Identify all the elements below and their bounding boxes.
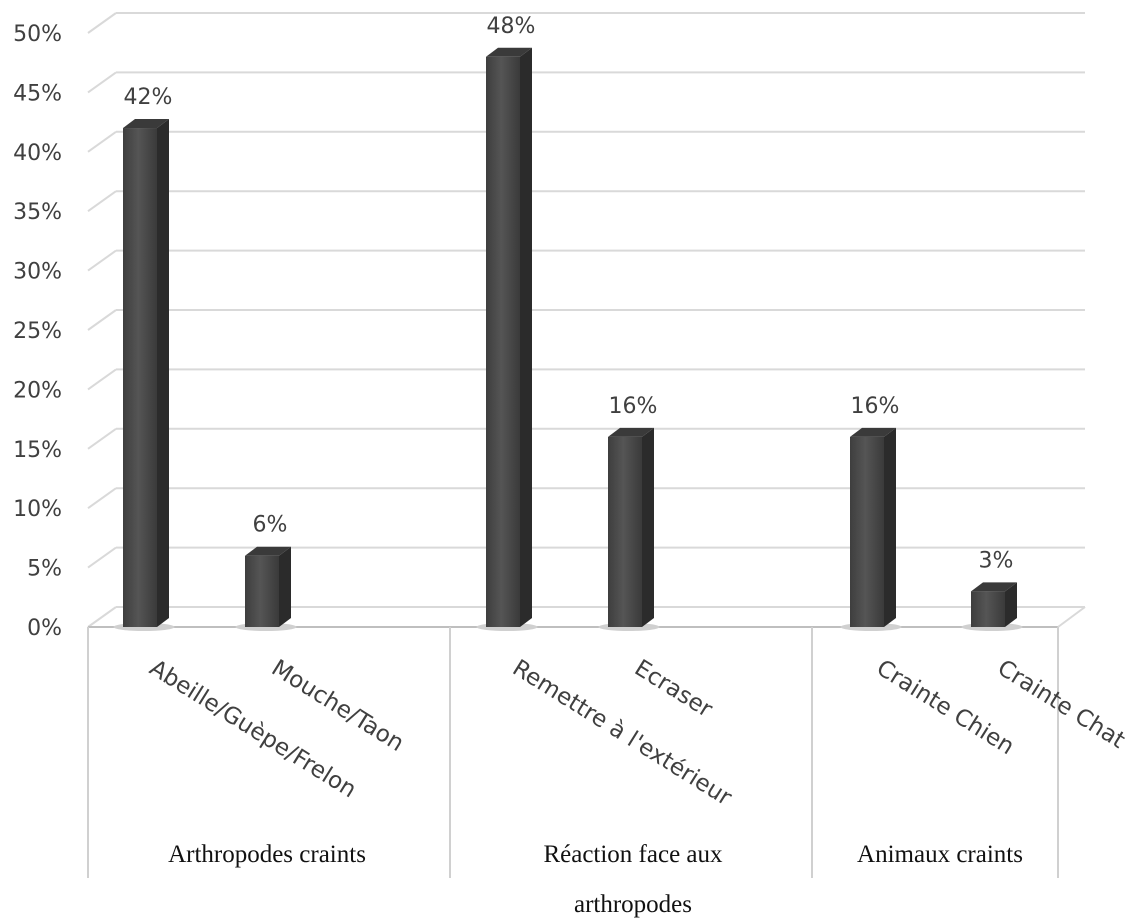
y-tick-label: 0% [27, 616, 62, 641]
gridline-depth [87, 427, 117, 450]
y-tick-label: 45% [13, 81, 62, 106]
gridline-depth [87, 130, 117, 153]
y-tick-label: 5% [27, 557, 62, 582]
bar-front [245, 555, 279, 627]
bar-front [971, 591, 1005, 627]
x-axis-depth [1057, 606, 1086, 628]
y-tick-label: 25% [13, 319, 62, 344]
bar [476, 47, 538, 631]
y-tick-label: 10% [13, 497, 62, 522]
bar-top [971, 582, 1017, 592]
bar-front [608, 436, 642, 627]
y-tick-label: 40% [13, 141, 62, 166]
y-tick-label: 30% [13, 260, 62, 285]
data-label: 3% [979, 548, 1014, 573]
gridlines [87, 12, 1085, 628]
bar [598, 427, 660, 631]
gridline-depth [87, 12, 117, 34]
gridline-depth [87, 309, 117, 331]
group-label: Animaux craints [857, 841, 1023, 868]
gridline-depth [87, 606, 117, 628]
bar-front [486, 56, 520, 627]
x-tick-label: Abeille/Guèpe/Frelon [145, 655, 361, 803]
bar [235, 546, 297, 631]
x-tick-label: Remettre à l'extérieur [508, 655, 737, 811]
y-tick-label: 35% [13, 200, 62, 225]
group-labels: Arthropodes craints Réaction face aux arth… [168, 841, 1023, 918]
y-tick-label: 15% [13, 438, 62, 463]
bar-side [884, 427, 896, 627]
bar-top [486, 47, 532, 57]
bar-front [123, 128, 157, 628]
data-label: 48% [487, 14, 536, 39]
gridline-depth [87, 546, 117, 569]
bar-side [520, 47, 532, 627]
data-label: 42% [124, 85, 173, 110]
bar-top [850, 427, 896, 437]
bar [961, 582, 1023, 631]
bar-top [123, 119, 169, 129]
bar-side [1005, 582, 1017, 627]
bar-top [608, 427, 654, 437]
gridline-depth [87, 487, 117, 510]
bar-front [850, 436, 884, 627]
category-axis-frame [87, 606, 1086, 878]
data-label: 16% [851, 394, 900, 419]
bar-top [245, 546, 291, 556]
y-tick-label: 20% [13, 378, 62, 403]
bar-side [642, 427, 654, 627]
gridline-depth [87, 190, 117, 213]
bar-side [157, 119, 169, 627]
gridline-depth [87, 71, 117, 94]
x-tick-label: Ecraser [630, 655, 717, 723]
gridline-depth [87, 368, 117, 391]
data-labels: 42% 6% 48% 16% 16% 3% [124, 14, 1014, 574]
bars [113, 47, 1023, 631]
gridline-depth [87, 249, 117, 272]
y-axis-ticks: 0% 5% 10% 15% 20% 25% 30% 35% 40% 45% 50% [13, 22, 62, 641]
group-label: Arthropodes craints [168, 841, 366, 868]
y-tick-label: 50% [13, 22, 62, 47]
data-label: 6% [253, 513, 288, 538]
bar [113, 119, 175, 631]
bar [840, 427, 902, 631]
group-label: Réaction face aux arthropodes [543, 841, 723, 918]
data-label: 16% [609, 394, 658, 419]
bar-side [279, 546, 291, 627]
